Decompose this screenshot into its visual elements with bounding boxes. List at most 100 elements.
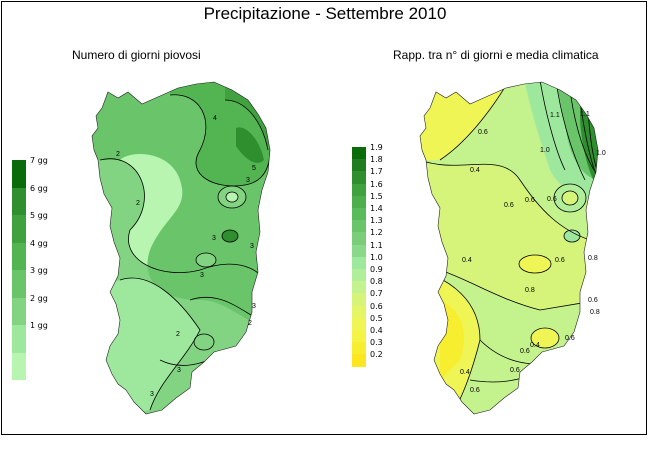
right-legend: 1.9 1.8 1.7 1.6 1.5 1.4 1.3 1.2 1.1 1.0 0.9 0.8 0.7 0…: [352, 143, 412, 382]
legend-swatch: [352, 244, 366, 257]
legend-swatch: [12, 325, 26, 353]
legend-label: 0.5: [370, 313, 383, 323]
contour-label: 0.8: [525, 287, 535, 294]
legend-swatch: [352, 208, 366, 221]
contour-label: 1.0: [596, 150, 606, 157]
legend-swatch: [352, 195, 366, 208]
contour-label: 0.4: [460, 369, 470, 376]
left-contour-ring: [221, 229, 239, 243]
contour-label: 0.6: [478, 129, 488, 136]
contour-label: 0.8: [590, 309, 600, 316]
right-contour-line: [439, 82, 521, 161]
contour-label: 3: [212, 235, 216, 242]
legend-swatch: [352, 281, 366, 294]
right-contour-line: [439, 269, 598, 311]
contour-label: 4: [213, 115, 217, 122]
legend-swatch: [352, 293, 366, 306]
legend-label: 1 gg: [30, 321, 48, 330]
contour-label: 0.6: [588, 297, 598, 304]
legend-label: 0.9: [370, 265, 383, 274]
legend-label: 4 gg: [30, 238, 48, 248]
right-map-subtitle: Rapp. tra n° di giorni e media climatica: [393, 48, 599, 62]
legend-label: 1.9: [370, 143, 383, 152]
contour-label: 2: [136, 200, 140, 207]
legend-swatch: [12, 160, 26, 188]
legend-swatch: [352, 354, 366, 367]
legend-label: 1.0: [370, 252, 383, 262]
right-contour-line: [539, 82, 566, 171]
right-contour-line: [569, 89, 595, 171]
legend-label: 1.7: [370, 167, 383, 177]
contour-label: 2: [248, 320, 252, 327]
right-contour-ring: [518, 254, 552, 274]
left-map-rainy-days: 2 4 5 2 3 3 3 3 3 2 2 3 3: [91, 81, 271, 415]
contour-label: 0.6: [547, 196, 557, 203]
left-contour-ring: [193, 333, 215, 351]
contour-label: 0.6: [555, 257, 565, 264]
right-contour-line: [555, 82, 586, 181]
contour-label: 3: [150, 391, 154, 398]
contour-label: 0.6: [504, 202, 514, 209]
right-contour-ring: [561, 190, 579, 206]
legend-swatch: [352, 269, 366, 282]
contour-label: 1.0: [540, 147, 550, 154]
legend-label: 0.8: [370, 277, 383, 287]
contour-label: 0.6: [525, 197, 535, 204]
legend-label: 3 gg: [30, 266, 48, 275]
legend-label: 1.4: [370, 204, 383, 213]
left-contour-line: [119, 277, 201, 411]
contour-label: 0.6: [520, 348, 530, 355]
contour-label: 3: [246, 177, 250, 184]
contour-label: 5: [252, 165, 256, 172]
legend-label: 5 gg: [30, 211, 48, 220]
contour-label: 1.1: [580, 111, 590, 118]
contour-label: 3: [250, 243, 254, 250]
legend-swatch: [352, 147, 366, 160]
left-contour-ring: [195, 252, 217, 268]
legend-label: 0.7: [370, 289, 383, 299]
legend-label: 2 gg: [30, 293, 48, 303]
left-legend: 7 gg 6 gg 5 gg 4 gg 3 gg 2 gg 1 gg: [12, 156, 72, 380]
legend-label: 1.2: [370, 228, 383, 238]
legend-label: 1.6: [370, 179, 383, 189]
legend-label: 1.1: [370, 240, 383, 250]
left-map-subtitle: Numero di giorni piovosi: [72, 48, 201, 62]
right-contour-line: [420, 159, 591, 241]
right-contour-ring: [530, 327, 560, 349]
legend-label: 1.8: [370, 155, 383, 165]
legend-swatch: [352, 256, 366, 269]
legend-swatch: [12, 270, 26, 298]
contour-label: 0.8: [588, 255, 598, 262]
right-map-ratio: 0.60.40.61.01.1 1.10.6 0.60.4 0.6 0.80.80.40…: [419, 81, 606, 415]
legend-label: 0.4: [370, 326, 383, 335]
legend-label: 0.2: [370, 350, 383, 360]
page-title: Precipitazione - Settembre 2010: [203, 4, 447, 23]
contour-label: 3: [177, 367, 181, 374]
left-zone-6gg: [236, 127, 264, 163]
legend-swatch: [12, 297, 26, 325]
right-zone-mid: [420, 160, 598, 310]
legend-swatch: [12, 352, 26, 380]
legend-label: 0.3: [370, 338, 383, 348]
left-contour-ring: [225, 191, 239, 203]
legend-label: 0.6: [370, 301, 383, 311]
legend-swatch: [352, 342, 366, 355]
contour-label: 0.6: [510, 367, 520, 374]
legend-swatch: [352, 232, 366, 245]
legend-swatch: [12, 187, 26, 215]
contour-label: 0.4: [530, 342, 540, 349]
legend-swatch: [352, 220, 366, 233]
legend-label: 6 gg: [30, 183, 48, 193]
legend-swatch: [352, 305, 366, 318]
contour-label: 0.6: [470, 387, 480, 394]
contour-label: 0.4: [462, 257, 472, 264]
left-contour-line: [169, 94, 270, 187]
contour-label: 1.1: [550, 112, 560, 119]
legend-swatch: [352, 330, 366, 343]
contour-label: 0.4: [470, 167, 480, 174]
legend-label: 7 gg: [30, 156, 48, 165]
contour-label: 2: [116, 151, 120, 158]
left-contour-line: [99, 158, 270, 301]
contour-label: 0.6: [565, 335, 575, 342]
